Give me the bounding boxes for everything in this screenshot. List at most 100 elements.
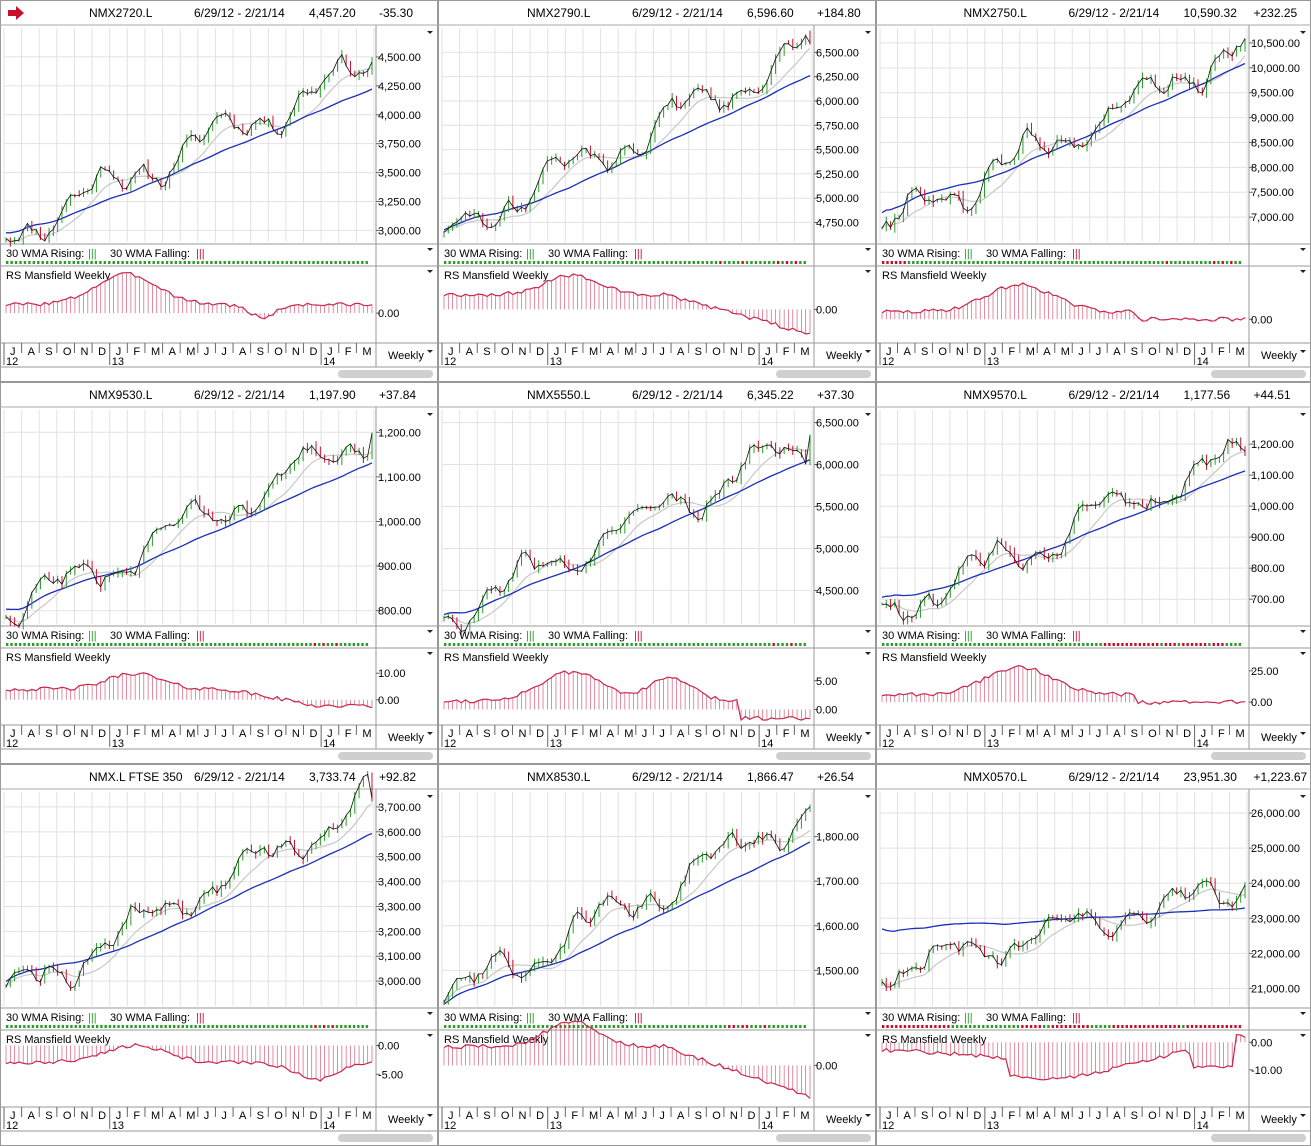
dropdown-icon[interactable] <box>865 248 871 251</box>
month-label: O <box>274 728 283 740</box>
dropdown-icon[interactable] <box>1300 270 1306 273</box>
horizontal-scrollbar[interactable] <box>1211 370 1306 378</box>
dropdown-icon[interactable] <box>427 31 433 34</box>
month-label: O <box>1148 728 1157 740</box>
rs-title: RS Mansfield Weekly <box>444 270 549 282</box>
wma-flag <box>53 1025 56 1028</box>
wma-flag <box>1099 1025 1102 1028</box>
month-label: O <box>938 728 947 740</box>
wma-flag <box>541 643 545 646</box>
dropdown-icon[interactable] <box>1300 1034 1306 1037</box>
horizontal-scrollbar[interactable] <box>776 752 871 760</box>
month-label: D <box>310 1110 318 1122</box>
horizontal-scrollbar[interactable] <box>1211 752 1306 760</box>
horizontal-scrollbar[interactable] <box>776 1134 871 1142</box>
dropdown-icon[interactable] <box>427 350 433 353</box>
wma-flag <box>719 643 722 646</box>
wma-flag <box>736 261 740 264</box>
month-label: M <box>800 728 809 740</box>
dropdown-icon[interactable] <box>865 31 871 34</box>
dropdown-icon[interactable] <box>427 630 433 633</box>
dropdown-icon[interactable] <box>1300 248 1306 251</box>
wma-flag <box>679 643 682 646</box>
wma-flag <box>594 1025 598 1028</box>
dropdown-icon[interactable] <box>1300 732 1306 735</box>
month-label: J <box>448 1110 454 1122</box>
dropdown-icon[interactable] <box>865 1012 871 1015</box>
dropdown-icon[interactable] <box>865 413 871 416</box>
wma-flag <box>603 1025 607 1028</box>
dropdown-icon[interactable] <box>865 1034 871 1037</box>
wma-falling-symbol: ||| <box>634 248 643 260</box>
wma-flag <box>6 1025 9 1028</box>
wma-flag <box>283 643 286 646</box>
horizontal-scrollbar[interactable] <box>776 370 871 378</box>
year-label: 13 <box>112 356 124 368</box>
rs-title: RS Mansfield Weekly <box>882 270 987 282</box>
wma-flag <box>785 643 789 646</box>
wma-flag <box>506 1025 509 1028</box>
wma-falling-symbol: ||| <box>1072 630 1081 642</box>
dropdown-icon[interactable] <box>427 1034 433 1037</box>
dropdown-icon[interactable] <box>427 1114 433 1117</box>
month-label: S <box>45 1110 52 1122</box>
wma-flag <box>470 1025 474 1028</box>
dropdown-icon[interactable] <box>865 350 871 353</box>
wma-flag <box>112 261 115 264</box>
dropdown-icon[interactable] <box>1300 1114 1306 1117</box>
dropdown-icon[interactable] <box>427 732 433 735</box>
horizontal-scrollbar[interactable] <box>338 752 433 760</box>
wma-flag <box>1142 1025 1146 1028</box>
wma-flag <box>1238 643 1242 646</box>
wma-flag <box>515 1025 518 1028</box>
wma-flag <box>66 643 70 646</box>
wma-flag <box>271 1025 274 1028</box>
month-label: F <box>783 728 790 740</box>
dropdown-icon[interactable] <box>1300 31 1306 34</box>
wma-flag <box>348 1025 351 1028</box>
wma-flag <box>657 261 660 264</box>
wma-flag <box>1016 1025 1020 1028</box>
horizontal-scrollbar[interactable] <box>1211 1134 1306 1142</box>
wma-flag <box>1147 643 1150 646</box>
dropdown-icon[interactable] <box>1300 413 1306 416</box>
dropdown-icon[interactable] <box>1300 652 1306 655</box>
dropdown-icon[interactable] <box>865 795 871 798</box>
dropdown-icon[interactable] <box>1300 1012 1306 1015</box>
wma-flag <box>1208 1025 1211 1028</box>
month-label: D <box>98 346 106 358</box>
arrow-right-icon[interactable] <box>8 6 24 20</box>
month-label: O <box>501 346 510 358</box>
horizontal-scrollbar[interactable] <box>338 370 433 378</box>
dropdown-icon[interactable] <box>1300 630 1306 633</box>
horizontal-scrollbar[interactable] <box>338 1134 433 1142</box>
wma-flag <box>1055 1025 1059 1028</box>
rs-line <box>881 1033 1246 1081</box>
wma-falling-symbol: ||| <box>196 248 205 260</box>
rs-tick-label: -10.00 <box>1251 1065 1282 1077</box>
wma-flag <box>942 643 946 646</box>
month-label: J <box>991 1110 997 1122</box>
dropdown-icon[interactable] <box>427 248 433 251</box>
dropdown-icon[interactable] <box>865 732 871 735</box>
wma-flag <box>776 643 780 646</box>
dropdown-icon[interactable] <box>427 795 433 798</box>
dropdown-icon[interactable] <box>865 1114 871 1117</box>
wma-flag <box>980 261 984 264</box>
dropdown-icon[interactable] <box>427 652 433 655</box>
dropdown-icon[interactable] <box>427 413 433 416</box>
wma-flag <box>245 1025 249 1028</box>
wma-flag <box>241 1025 244 1028</box>
dropdown-icon[interactable] <box>865 652 871 655</box>
price-tick-label: 8,500.00 <box>1251 137 1294 149</box>
month-label: A <box>28 728 36 740</box>
rs-line <box>5 271 373 320</box>
dropdown-icon[interactable] <box>1300 795 1306 798</box>
month-label: F <box>345 346 352 358</box>
dropdown-icon[interactable] <box>865 630 871 633</box>
dropdown-icon[interactable] <box>865 270 871 273</box>
wma-falling-symbol: ||| <box>1072 248 1081 260</box>
dropdown-icon[interactable] <box>427 270 433 273</box>
dropdown-icon[interactable] <box>427 1012 433 1015</box>
dropdown-icon[interactable] <box>1300 350 1306 353</box>
